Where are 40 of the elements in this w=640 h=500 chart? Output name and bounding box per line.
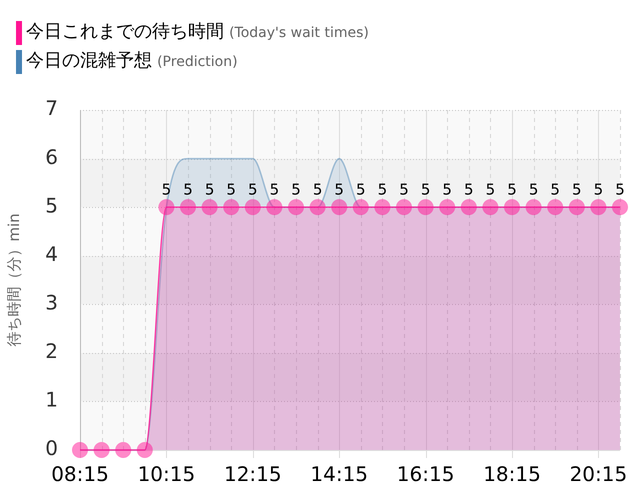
data-label: 5 <box>420 180 430 199</box>
data-label: 5 <box>248 180 258 199</box>
data-label: 5 <box>162 180 172 199</box>
y-tick-label: 2 <box>45 339 58 364</box>
y-tick-label: 6 <box>45 144 58 169</box>
data-label: 5 <box>464 180 474 199</box>
y-tick-label: 7 <box>45 96 58 120</box>
data-label: 5 <box>442 180 452 199</box>
data-label: 5 <box>356 180 366 199</box>
data-label: 5 <box>507 180 517 199</box>
data-label: 5 <box>291 180 301 199</box>
data-label: 5 <box>399 180 409 199</box>
data-label: 5 <box>594 180 604 199</box>
data-label: 5 <box>334 180 344 199</box>
x-tick-label: 14:15 <box>310 462 368 486</box>
legend-label: 今日の混雑予想 (Prediction) <box>26 50 238 71</box>
x-tick-label: 16:15 <box>396 462 454 486</box>
legend-label: 今日これまでの待ち時間 (Today's wait times) <box>26 21 369 42</box>
x-tick-label: 20:15 <box>570 462 628 486</box>
data-label: 5 <box>312 180 322 199</box>
x-tick-label: 18:15 <box>483 462 541 486</box>
data-label: 5 <box>486 180 496 199</box>
y-tick-label: 1 <box>45 388 58 412</box>
y-tick-label: 0 <box>45 436 58 460</box>
data-label: 5 <box>378 180 388 199</box>
x-tick-label: 10:15 <box>138 462 196 486</box>
x-tick-label: 08:15 <box>51 462 109 486</box>
y-tick-label: 4 <box>45 242 58 266</box>
data-label: 5 <box>528 180 538 199</box>
y-tick-label: 5 <box>45 193 58 218</box>
data-label: 5 <box>572 180 582 199</box>
data-label: 5 <box>615 180 625 199</box>
x-tick-label: 12:15 <box>224 462 282 486</box>
y-tick-label: 3 <box>45 290 58 314</box>
data-label: 5 <box>204 180 214 199</box>
data-label: 5 <box>550 180 560 199</box>
data-label: 5 <box>270 180 280 199</box>
data-label: 5 <box>183 180 193 199</box>
data-label: 5 <box>226 180 236 199</box>
y-axis-title: 待ち時間（分）min <box>4 213 23 347</box>
